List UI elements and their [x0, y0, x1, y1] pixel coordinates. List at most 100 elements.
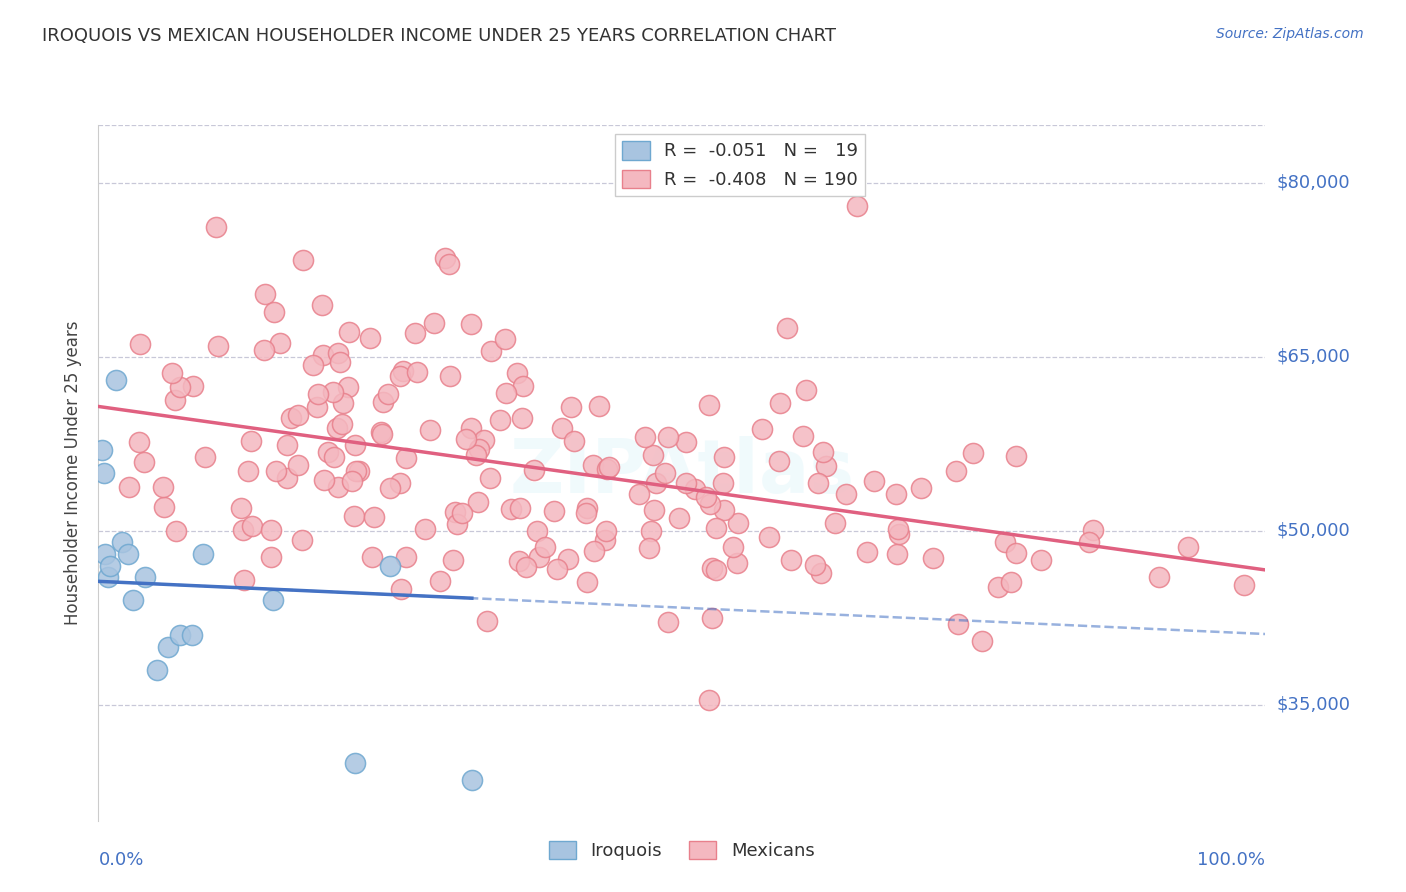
Point: [564, 434, 586, 448]
Point: [948, 617, 970, 632]
Point: [886, 547, 908, 561]
Point: [371, 427, 394, 442]
Point: [269, 335, 291, 350]
Point: [260, 549, 283, 564]
Point: [704, 521, 727, 535]
Point: [527, 550, 550, 565]
Point: [863, 474, 886, 488]
Point: [378, 558, 402, 573]
Point: [468, 442, 491, 456]
Point: [305, 401, 328, 415]
Point: [683, 482, 706, 496]
Point: [723, 541, 745, 555]
Point: [378, 481, 401, 495]
Point: [551, 421, 574, 435]
Y-axis label: Householder Income Under 25 years: Householder Income Under 25 years: [65, 320, 83, 625]
Point: [193, 547, 215, 561]
Point: [792, 429, 814, 443]
Point: [160, 366, 183, 380]
Point: [444, 505, 467, 519]
Point: [472, 433, 495, 447]
Point: [713, 503, 735, 517]
Point: [495, 386, 517, 401]
Point: [194, 450, 217, 464]
Point: [526, 524, 548, 538]
Point: [557, 551, 579, 566]
Point: [962, 446, 984, 460]
Point: [344, 756, 367, 770]
Point: [207, 338, 229, 352]
Point: [94, 547, 117, 561]
Point: [311, 348, 333, 362]
Point: [534, 540, 557, 554]
Point: [508, 554, 530, 568]
Point: [439, 369, 461, 384]
Point: [312, 473, 335, 487]
Point: [994, 535, 1017, 549]
Point: [1005, 546, 1028, 560]
Point: [423, 316, 446, 330]
Point: [657, 615, 679, 630]
Point: [280, 410, 302, 425]
Point: [276, 471, 298, 485]
Point: [388, 476, 411, 491]
Point: [1000, 575, 1022, 590]
Point: [887, 522, 910, 536]
Point: [264, 464, 287, 478]
Point: [395, 450, 418, 465]
Point: [391, 364, 413, 378]
Point: [395, 549, 418, 564]
Point: [263, 305, 285, 319]
Point: [595, 524, 617, 539]
Point: [910, 481, 932, 495]
Point: [758, 530, 780, 544]
Point: [465, 448, 488, 462]
Point: [405, 365, 427, 379]
Point: [325, 421, 347, 435]
Point: [467, 495, 489, 509]
Point: [122, 593, 145, 607]
Point: [389, 368, 412, 383]
Point: [419, 423, 441, 437]
Point: [546, 562, 568, 576]
Point: [169, 628, 191, 642]
Point: [654, 466, 676, 480]
Point: [456, 432, 478, 446]
Point: [575, 506, 598, 520]
Point: [134, 570, 156, 584]
Text: 0.0%: 0.0%: [98, 851, 143, 869]
Point: [326, 345, 349, 359]
Point: [704, 563, 727, 577]
Point: [276, 438, 298, 452]
Point: [523, 463, 546, 477]
Point: [360, 549, 382, 564]
Point: [93, 466, 115, 480]
Text: $35,000: $35,000: [1277, 696, 1351, 714]
Point: [814, 458, 837, 473]
Point: [287, 458, 309, 472]
Point: [972, 634, 994, 648]
Point: [1029, 553, 1052, 567]
Point: [645, 475, 668, 490]
Point: [588, 399, 610, 413]
Point: [596, 461, 619, 475]
Point: [713, 450, 735, 464]
Text: $50,000: $50,000: [1277, 522, 1350, 540]
Point: [1233, 578, 1256, 592]
Point: [329, 355, 352, 369]
Point: [488, 413, 510, 427]
Point: [643, 448, 665, 462]
Point: [751, 422, 773, 436]
Point: [429, 574, 451, 589]
Point: [359, 331, 381, 345]
Point: [146, 663, 169, 677]
Point: [479, 343, 502, 358]
Point: [506, 366, 529, 380]
Point: [232, 574, 254, 588]
Point: [332, 396, 354, 410]
Point: [118, 480, 141, 494]
Point: [668, 511, 690, 525]
Point: [461, 772, 484, 788]
Point: [183, 378, 205, 392]
Point: [593, 533, 616, 547]
